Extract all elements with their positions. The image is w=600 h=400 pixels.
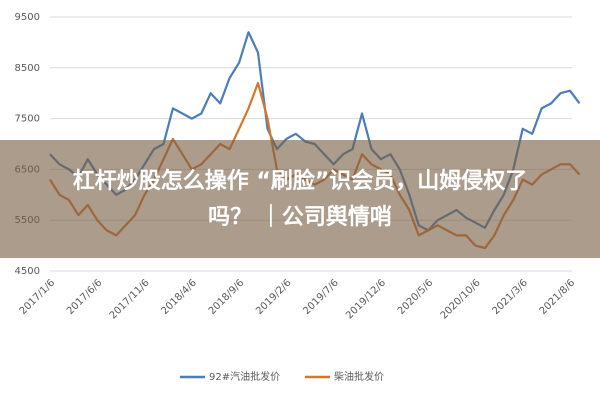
x-tick-label: 2017/11/6 [108,277,152,321]
x-tick-label: 2021/8/6 [538,277,578,317]
x-tick-label: 2017/1/6 [18,277,58,317]
banner-line: 杠杆炒股怎么操作 “刷脸”识会员，山姆侵权了 [73,168,528,194]
x-tick-label: 2018/9/6 [207,277,247,317]
x-tick-label: 2020/10/6 [439,277,483,321]
x-tick-label: 2019/7/6 [301,277,341,317]
x-tick-label: 2017/6/6 [65,277,105,317]
y-tick-label: 8500 [15,63,40,74]
banner-line: 吗？ ｜公司舆情哨 [208,204,392,230]
banner-background [0,140,600,258]
x-tick-label: 2019/12/6 [344,277,388,321]
legend-label: 92#汽油批发价 [209,370,280,383]
x-tick-label: 2018/4/6 [160,277,200,317]
x-tick-label: 2021/3/6 [490,277,530,317]
x-tick-label: 2020/5/6 [396,277,436,317]
x-tick-label: 2019/2/6 [254,277,294,317]
y-tick-label: 4500 [15,266,40,277]
y-tick-label: 9500 [15,12,40,23]
legend-label: 柴油批发价 [334,370,384,383]
y-tick-label: 7500 [15,114,40,125]
